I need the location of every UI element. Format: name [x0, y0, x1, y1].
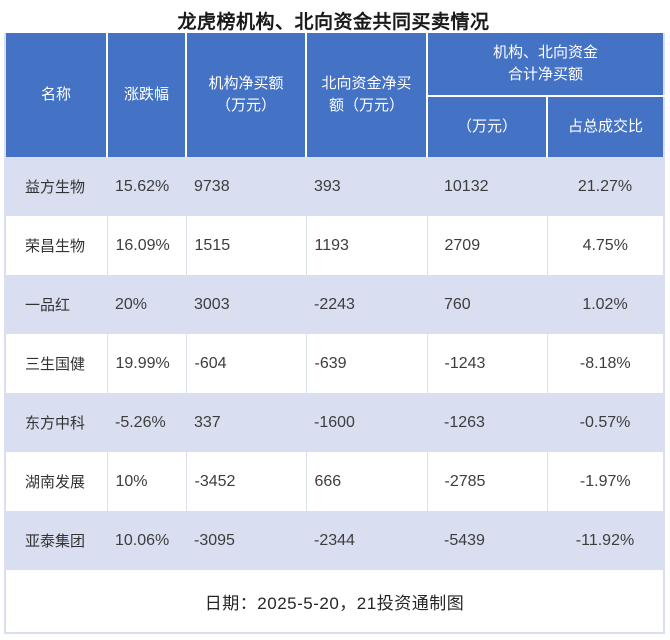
stock-name-cell: 一品红: [25, 297, 71, 314]
combined-pct-cell: 1.02%: [582, 295, 628, 313]
institution-net-cell: 9738: [194, 177, 230, 195]
combined-pct-cell: -1.97%: [579, 472, 631, 490]
combined-pct-cell: 21.27%: [577, 177, 633, 195]
table-row: 益方生物 15.62% 9738 393 10132 21.27%: [5, 157, 665, 216]
table-row: 一品红 20% 3003 -2243 760 1.02%: [5, 275, 665, 334]
combined-pct-cell: -11.92%: [575, 531, 635, 549]
header-change: 涨跌幅: [107, 33, 187, 157]
table-footer: 日期：2025-5-20，21投资通制图: [5, 570, 665, 633]
institution-net-cell: 1515: [186, 216, 307, 275]
header-northbound-net: 北向资金净买 额（万元）: [306, 33, 428, 157]
northbound-net-cell: -1600: [314, 413, 355, 431]
northbound-net-cell: -639: [306, 334, 428, 393]
table-row: 荣昌生物 16.09% 1515 1193 2709 4.75%: [5, 216, 664, 275]
date-caption: 日期：2025-5-20，21投资通制图: [5, 570, 665, 633]
combined-amount-cell: 760: [444, 295, 471, 313]
northbound-net-cell: 393: [314, 177, 341, 195]
table-row: 亚泰集团 10.06% -3095 -2344 -5439 -11.92%: [5, 511, 665, 570]
combined-amount-cell: 2709: [427, 216, 548, 275]
combined-amount-cell: -1243: [427, 334, 548, 393]
northbound-net-cell: -2344: [314, 531, 355, 549]
table-row: 湖南发展 10% -3452 666 -2785 -1.97%: [5, 452, 664, 511]
institution-net-cell: 3003: [194, 295, 230, 313]
header-combined-group: 机构、北向资金 合计净买额: [427, 33, 665, 97]
combined-amount-cell: -1263: [444, 413, 485, 431]
change-cell: -5.26%: [115, 413, 166, 431]
header-name: 名称: [5, 33, 108, 157]
stock-name-cell: 东方中科: [25, 415, 86, 432]
combined-pct-cell: 4.75%: [582, 236, 628, 254]
table-header: 名称 涨跌幅 机构净买额 （万元） 北向资金净买 额（万元） 机构、北向资金 合…: [5, 33, 665, 157]
header-combined-pct: 占总成交比: [547, 96, 665, 157]
combined-amount-cell: 10132: [444, 177, 489, 195]
northbound-net-cell: 666: [306, 452, 428, 511]
northbound-net-cell: 1193: [306, 216, 428, 275]
institution-net-cell: 337: [194, 413, 221, 431]
stock-data-table: 名称 涨跌幅 机构净买额 （万元） 北向资金净买 额（万元） 机构、北向资金 合…: [4, 33, 666, 634]
change-cell: 10%: [107, 452, 187, 511]
change-cell: 19.99%: [107, 334, 187, 393]
header-combined-amount: （万元）: [427, 96, 548, 157]
combined-pct-cell: -0.57%: [579, 413, 631, 431]
change-cell: 16.09%: [107, 216, 187, 275]
stock-name-cell: 益方生物: [25, 179, 86, 196]
change-cell: 20%: [115, 295, 148, 313]
stock-name-cell: 亚泰集团: [25, 533, 86, 550]
table-body: 益方生物 15.62% 9738 393 10132 21.27% 荣昌生物 1…: [5, 157, 665, 570]
institution-net-cell: -604: [186, 334, 307, 393]
table-row: 三生国健 19.99% -604 -639 -1243 -8.18%: [5, 334, 664, 393]
combined-amount-cell: -5439: [444, 531, 485, 549]
header-institution-net: 机构净买额 （万元）: [186, 33, 307, 157]
institution-net-cell: -3095: [194, 531, 235, 549]
stock-name-cell: 湖南发展: [5, 452, 108, 511]
stock-name-cell: 三生国健: [5, 334, 108, 393]
change-cell: 10.06%: [115, 531, 170, 549]
page-title: 龙虎榜机构、北向资金共同买卖情况: [177, 12, 490, 33]
institution-net-cell: -3452: [186, 452, 307, 511]
stock-name-cell: 荣昌生物: [5, 216, 108, 275]
change-cell: 15.62%: [115, 177, 170, 195]
table-row: 东方中科 -5.26% 337 -1600 -1263 -0.57%: [5, 393, 665, 452]
northbound-net-cell: -2243: [314, 295, 355, 313]
combined-pct-cell: -8.18%: [579, 354, 631, 372]
combined-amount-cell: -2785: [427, 452, 548, 511]
